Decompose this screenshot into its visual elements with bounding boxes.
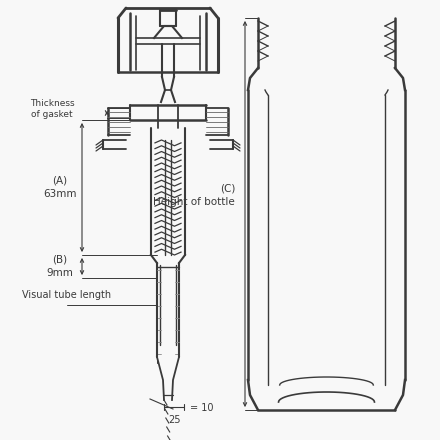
Text: (B)
9mm: (B) 9mm (47, 255, 73, 278)
Text: Thickness
of gasket: Thickness of gasket (29, 99, 74, 119)
Text: (A)
63mm: (A) 63mm (43, 176, 77, 199)
Text: Visual tube length: Visual tube length (22, 290, 112, 300)
Text: 25: 25 (168, 415, 180, 425)
Text: (C)
Height of bottle: (C) Height of bottle (153, 183, 235, 207)
Text: = 10: = 10 (190, 403, 213, 413)
